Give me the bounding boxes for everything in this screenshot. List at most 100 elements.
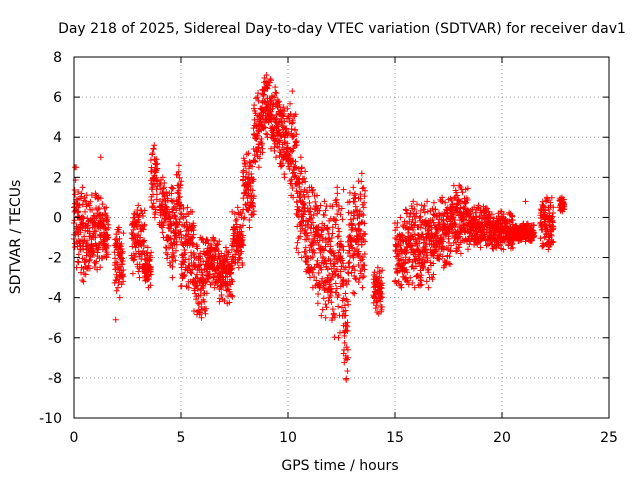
data-point bbox=[346, 189, 353, 196]
data-point bbox=[85, 225, 92, 232]
data-point bbox=[200, 283, 207, 290]
data-point bbox=[287, 100, 294, 107]
data-point bbox=[299, 225, 306, 232]
data-point bbox=[407, 232, 414, 239]
axis-ticks: 0 5 10 15 20 25 -10 -8 -6 -4 -2 0 2 4 6 8 bbox=[39, 50, 618, 446]
y-tick-label: 4 bbox=[53, 130, 62, 146]
data-point bbox=[141, 237, 148, 244]
data-point bbox=[235, 264, 242, 271]
data-point bbox=[338, 263, 345, 270]
data-point bbox=[343, 344, 350, 351]
data-point bbox=[310, 212, 317, 219]
data-point bbox=[197, 309, 204, 316]
data-point bbox=[278, 133, 285, 140]
data-point bbox=[307, 205, 314, 212]
data-point bbox=[92, 190, 99, 197]
data-point bbox=[429, 276, 436, 283]
data-point bbox=[345, 277, 352, 284]
data-point bbox=[202, 279, 209, 286]
data-point bbox=[175, 168, 182, 175]
data-point bbox=[173, 207, 180, 214]
data-point bbox=[339, 257, 346, 264]
data-point bbox=[100, 229, 107, 236]
data-point bbox=[286, 165, 293, 172]
data-point bbox=[160, 220, 167, 227]
data-point bbox=[354, 207, 361, 214]
data-point bbox=[299, 179, 306, 186]
data-point bbox=[450, 203, 457, 210]
data-point bbox=[207, 247, 214, 254]
x-tick-label: 10 bbox=[279, 430, 297, 446]
data-point bbox=[97, 154, 104, 161]
data-point bbox=[451, 217, 458, 224]
data-point bbox=[440, 238, 447, 245]
data-point bbox=[324, 278, 331, 285]
data-point bbox=[531, 232, 538, 239]
data-point bbox=[222, 244, 229, 251]
data-point bbox=[447, 261, 454, 268]
data-point bbox=[331, 314, 338, 321]
data-point bbox=[339, 243, 346, 250]
data-point bbox=[500, 246, 507, 253]
data-point bbox=[559, 208, 566, 215]
data-point bbox=[406, 256, 413, 263]
data-point bbox=[104, 251, 111, 258]
data-point bbox=[423, 246, 430, 253]
data-point bbox=[280, 104, 287, 111]
data-point bbox=[261, 120, 268, 127]
data-point bbox=[355, 279, 362, 286]
data-point bbox=[320, 295, 327, 302]
data-point bbox=[251, 131, 258, 138]
data-point bbox=[279, 162, 286, 169]
data-point bbox=[360, 212, 367, 219]
data-point bbox=[402, 254, 409, 261]
data-point bbox=[293, 131, 300, 138]
data-point bbox=[255, 90, 262, 97]
data-point bbox=[288, 160, 295, 167]
data-point bbox=[267, 75, 274, 82]
data-point bbox=[359, 274, 366, 281]
data-point bbox=[105, 224, 112, 231]
data-point bbox=[550, 239, 557, 246]
data-point bbox=[403, 249, 410, 256]
data-point bbox=[311, 235, 318, 242]
data-point bbox=[273, 154, 280, 161]
data-point bbox=[135, 202, 142, 209]
data-point bbox=[194, 245, 201, 252]
data-point bbox=[297, 233, 304, 240]
data-point bbox=[454, 247, 461, 254]
data-point bbox=[229, 293, 236, 300]
data-point bbox=[550, 204, 557, 211]
data-point bbox=[332, 221, 339, 228]
data-point bbox=[85, 262, 92, 269]
data-point bbox=[335, 225, 342, 232]
data-point bbox=[358, 178, 365, 185]
data-point bbox=[464, 197, 471, 204]
data-point bbox=[495, 241, 502, 248]
data-point bbox=[258, 140, 265, 147]
data-point bbox=[246, 216, 253, 223]
data-point bbox=[462, 200, 469, 207]
data-point bbox=[453, 189, 460, 196]
data-point bbox=[443, 244, 450, 251]
data-point bbox=[261, 98, 268, 105]
data-point bbox=[169, 274, 176, 281]
data-point bbox=[326, 272, 333, 279]
data-point bbox=[273, 90, 280, 97]
data-point bbox=[329, 315, 336, 322]
data-point bbox=[171, 213, 178, 220]
data-point bbox=[464, 246, 471, 253]
data-point bbox=[314, 300, 321, 307]
data-point bbox=[177, 181, 184, 188]
data-point bbox=[374, 264, 381, 271]
data-point bbox=[378, 274, 385, 281]
data-point bbox=[453, 205, 460, 212]
data-point bbox=[167, 215, 174, 222]
data-point bbox=[416, 240, 423, 247]
data-point bbox=[203, 278, 210, 285]
data-point bbox=[328, 299, 335, 306]
data-point bbox=[340, 295, 347, 302]
data-point bbox=[130, 226, 137, 233]
data-point bbox=[91, 248, 98, 255]
data-point bbox=[74, 258, 81, 265]
